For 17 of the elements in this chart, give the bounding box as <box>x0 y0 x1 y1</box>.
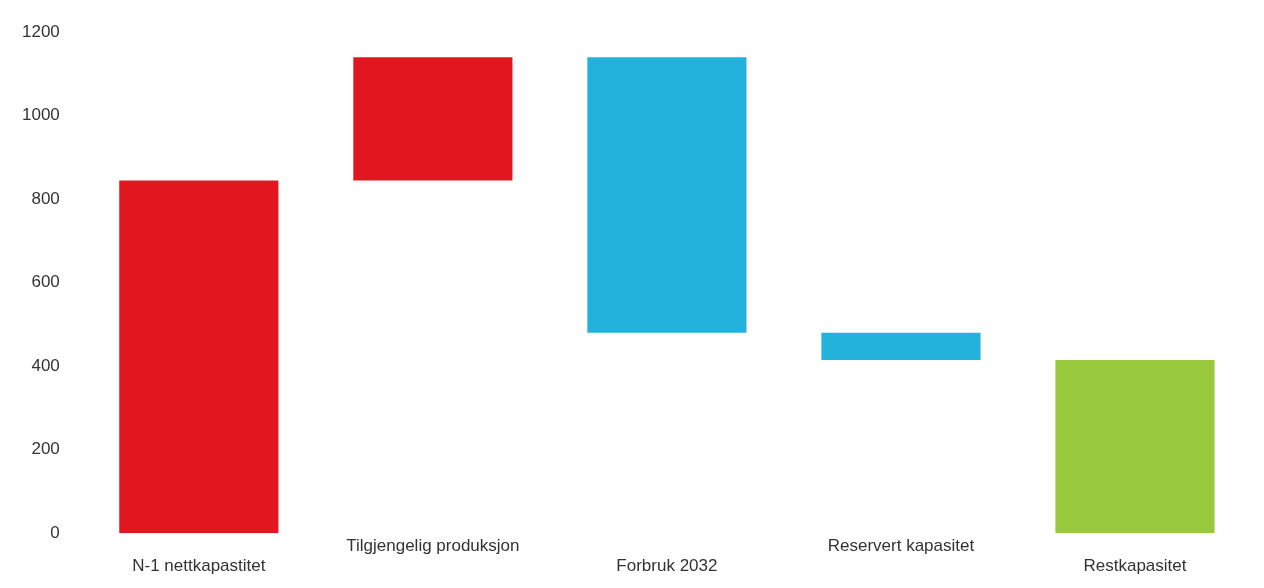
x-tick-label: Forbruk 2032 <box>616 556 718 576</box>
y-tick-label: 800 <box>31 188 60 208</box>
y-tick-label: 600 <box>31 272 60 292</box>
bar <box>1055 359 1215 534</box>
y-tick-label: 1200 <box>21 21 60 41</box>
y-tick-label: 200 <box>31 439 60 459</box>
y-tick-label: 400 <box>31 355 60 375</box>
x-tick-label: Reservert kapasitet <box>827 536 975 556</box>
y-tick-label: 0 <box>50 522 60 542</box>
bar <box>821 332 981 360</box>
x-tick-label: Restkapasitet <box>1083 556 1187 576</box>
bar <box>353 57 513 181</box>
y-tick-label: 1000 <box>21 105 60 125</box>
bar <box>587 57 747 333</box>
x-tick-label: Tilgjengelig produksjon <box>346 536 520 556</box>
x-tick-label: N-1 nettkapastitet <box>132 556 266 576</box>
bar <box>119 180 279 534</box>
